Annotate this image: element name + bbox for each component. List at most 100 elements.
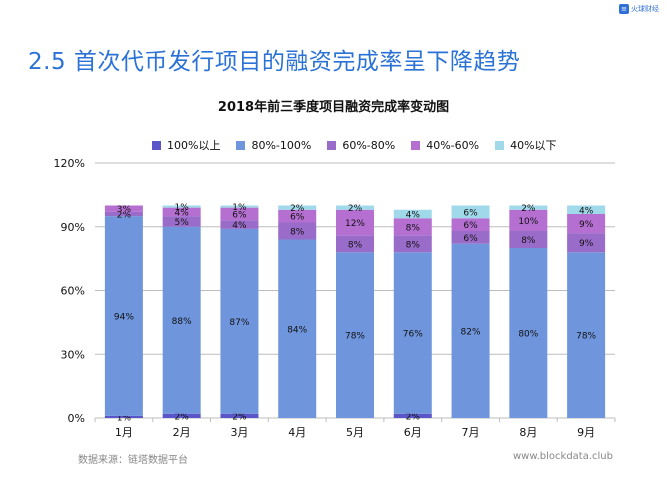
x-tick-label: 6月 <box>404 426 422 439</box>
data-label: 1% <box>232 203 247 213</box>
bar-segment <box>220 205 259 208</box>
bar-segment <box>336 252 374 418</box>
x-tick-label: 5月 <box>346 426 364 439</box>
data-label: 4% <box>579 206 594 216</box>
y-tick-label: 0% <box>68 412 85 425</box>
bar-segment <box>336 235 374 253</box>
legend-label: 40%以下 <box>510 139 557 152</box>
data-label: 8% <box>521 236 536 246</box>
data-label: 4% <box>406 211 421 221</box>
legend-swatch <box>152 140 161 150</box>
bar-segment <box>393 218 432 236</box>
data-label: 12% <box>345 219 365 229</box>
data-label: 3% <box>117 205 132 215</box>
y-tick-label: 120% <box>54 157 85 170</box>
data-label: 78% <box>576 332 596 342</box>
data-label: 2% <box>348 204 363 214</box>
bar-segment <box>104 216 143 416</box>
bar-segment <box>567 205 606 214</box>
data-label: 9% <box>579 239 594 249</box>
brand-logo: ≡ 火球财经 <box>619 4 659 14</box>
legend-label: 60%-80% <box>342 138 396 152</box>
data-label: 94% <box>114 313 134 323</box>
x-tick-label: 8月 <box>519 426 537 439</box>
legend-swatch <box>495 140 505 150</box>
bar-segment <box>104 211 143 217</box>
bar-segment <box>278 239 317 418</box>
bar-segment <box>509 205 548 210</box>
legend-item-80-100: 80%-100% <box>236 137 311 153</box>
data-label: 2% <box>117 211 132 221</box>
data-label: 88% <box>172 317 192 327</box>
x-tick-label: 2月 <box>173 426 191 439</box>
data-label: 2% <box>290 204 305 214</box>
data-label: 82% <box>461 327 481 337</box>
data-label: 4% <box>175 208 190 218</box>
brand-name: 火球财经 <box>631 5 659 13</box>
data-label: 6% <box>232 211 247 221</box>
bar-segment <box>509 231 548 248</box>
bar-segment <box>278 209 317 223</box>
bar-segment <box>162 207 201 217</box>
data-label: 10% <box>518 217 538 227</box>
y-tick-label: 60% <box>61 285 85 298</box>
data-label: 6% <box>290 213 305 223</box>
legend-item-below-40: 40%以下 <box>495 137 557 153</box>
bar-segment <box>393 413 432 418</box>
data-label: 84% <box>287 325 307 335</box>
data-label: 8% <box>290 228 305 238</box>
data-label: 78% <box>345 332 365 342</box>
x-tick-label: 9月 <box>577 426 595 439</box>
legend-swatch <box>411 140 421 150</box>
data-label: 5% <box>175 218 190 228</box>
bar-segment <box>509 248 548 418</box>
bar-segment <box>451 231 490 244</box>
bar-segment <box>278 205 317 210</box>
bar-segment <box>509 209 548 231</box>
data-label: 8% <box>348 240 363 250</box>
bar-segment <box>220 220 259 229</box>
x-tick-label: 7月 <box>462 426 480 439</box>
legend-label: 40%-60% <box>426 138 480 152</box>
data-label: 2% <box>232 412 247 422</box>
x-tick-label: 4月 <box>288 426 306 439</box>
data-label: 80% <box>518 330 538 340</box>
data-label: 1% <box>117 413 132 423</box>
y-tick-label: 30% <box>61 348 85 361</box>
data-label: 6% <box>463 208 478 218</box>
legend-label: 80%-100% <box>251 138 312 152</box>
data-label: 6% <box>463 221 478 231</box>
bar-segment <box>567 214 606 234</box>
bar-segment <box>220 207 259 221</box>
bar-segment <box>393 235 432 253</box>
bar-segment <box>567 252 606 418</box>
chart-legend: 100%以上 80%-100% 60%-80% 40%-60% 40%以下 <box>152 137 557 153</box>
website-url: www.blockdata.club <box>513 451 613 462</box>
chart-title: 2018年前三季度项目融资完成率变动图 <box>217 100 450 115</box>
data-label: 87% <box>229 318 249 328</box>
legend-swatch <box>236 140 246 150</box>
bar-segment <box>336 205 374 210</box>
bar-segment <box>220 228 259 414</box>
bar-segment <box>393 252 432 414</box>
data-label: 2% <box>175 412 190 422</box>
legend-item-100-plus: 100%以上 <box>152 137 220 153</box>
bar-segment <box>162 205 201 208</box>
data-label: 8% <box>406 240 421 250</box>
bar-segment <box>451 205 490 219</box>
bar-segment <box>220 413 259 418</box>
data-label: 6% <box>463 234 478 244</box>
bar-segment <box>567 233 606 253</box>
x-tick-label: 3月 <box>230 426 248 439</box>
bar-segment <box>451 243 490 418</box>
bar-segment <box>162 226 201 414</box>
bar-segment <box>162 413 201 418</box>
bar-segment <box>336 209 374 236</box>
data-source: 数据来源：链塔数据平台 <box>78 455 188 466</box>
data-label: 2% <box>406 412 421 422</box>
bar-segment <box>104 205 143 212</box>
legend-item-40-60: 40%-60% <box>411 137 479 153</box>
legend-swatch <box>327 140 337 150</box>
brand-logo-icon: ≡ <box>619 4 629 14</box>
